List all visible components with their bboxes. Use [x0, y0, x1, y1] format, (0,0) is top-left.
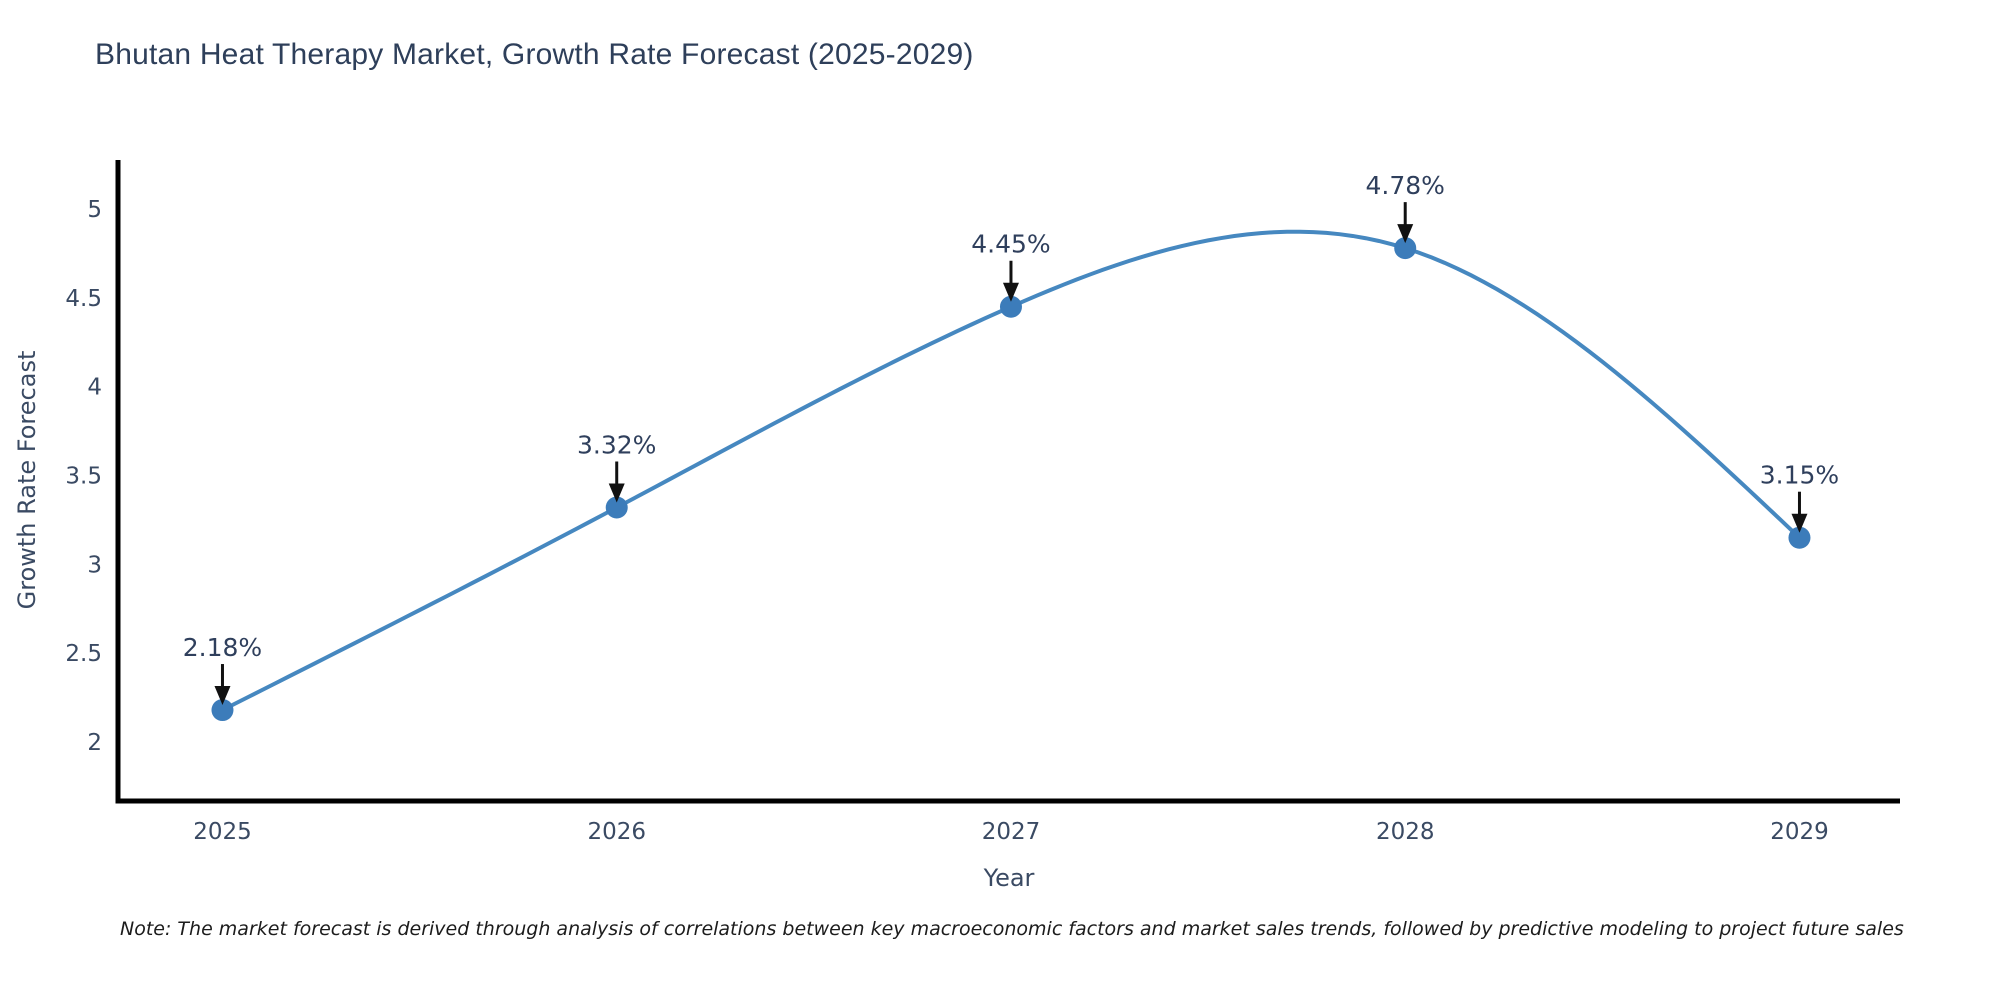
data-point-label: 4.45% — [971, 230, 1050, 259]
y-tick-label: 2.5 — [65, 641, 102, 667]
y-tick-label: 3 — [87, 552, 102, 578]
y-tick-label: 4.5 — [65, 286, 102, 312]
x-tick-label: 2025 — [193, 819, 252, 845]
y-tick-label: 2 — [87, 730, 102, 756]
x-axis-tick-labels: 2025 2026 2027 2028 2029 — [193, 819, 1829, 845]
chart-title: Bhutan Heat Therapy Market, Growth Rate … — [95, 38, 974, 71]
x-tick-label: 2027 — [982, 819, 1041, 845]
x-axis-title: Year — [983, 864, 1035, 892]
y-tick-label: 4 — [87, 375, 102, 401]
data-point-annotations: 2.18% 3.32% 4.45% 4.78% 3.15% — [183, 171, 1839, 706]
y-axis-tick-labels: 2 2.5 3 3.5 4 4.5 5 — [65, 197, 102, 756]
annotation-arrow-head — [214, 686, 231, 706]
x-tick-label: 2028 — [1376, 819, 1435, 845]
annotation-arrow-head — [1397, 224, 1414, 244]
growth-rate-line-series — [211, 229, 1811, 722]
y-axis-title: Growth Rate Forecast — [13, 351, 41, 610]
y-tick-label: 5 — [87, 197, 102, 223]
y-tick-label: 3.5 — [65, 464, 102, 490]
data-point — [999, 295, 1022, 318]
annotation-arrow-head — [608, 483, 625, 503]
data-point — [1394, 237, 1417, 260]
data-point — [605, 496, 628, 519]
data-point-label: 2.18% — [183, 633, 262, 662]
annotation-arrow-head — [1791, 513, 1808, 533]
annotation-arrow-head — [1002, 282, 1019, 302]
x-tick-label: 2029 — [1770, 819, 1829, 845]
axis-spines — [115, 160, 1900, 804]
data-point-label: 3.32% — [577, 431, 656, 460]
data-point-label: 3.15% — [1760, 461, 1839, 490]
footnote: Note: The market forecast is derived thr… — [120, 918, 1904, 940]
data-point-label: 4.78% — [1366, 171, 1445, 200]
data-point — [1788, 526, 1811, 549]
x-tick-label: 2026 — [587, 819, 646, 845]
data-point — [211, 699, 234, 722]
